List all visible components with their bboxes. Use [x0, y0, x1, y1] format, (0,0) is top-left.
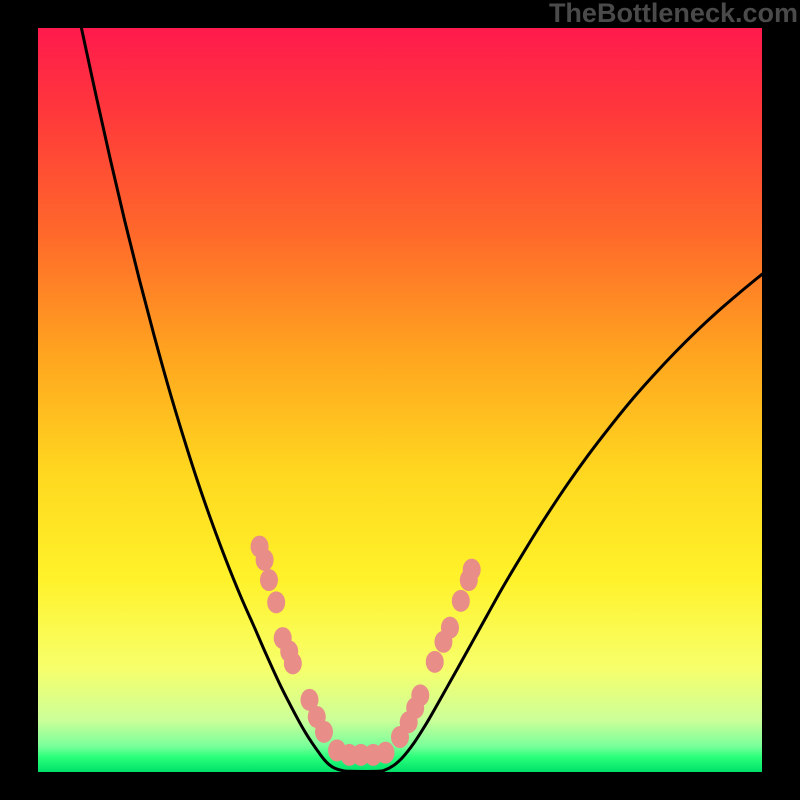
data-point [463, 559, 481, 581]
data-point [452, 590, 470, 612]
chart-root: TheBottleneck.com [0, 0, 800, 800]
bottleneck-curve [81, 28, 762, 771]
data-point [411, 684, 429, 706]
svg-overlay [38, 28, 762, 772]
data-point [284, 652, 302, 674]
data-point [377, 742, 395, 764]
data-point-group [251, 536, 481, 766]
data-point [426, 651, 444, 673]
data-point [256, 549, 274, 571]
data-point [315, 721, 333, 743]
watermark-text: TheBottleneck.com [549, 0, 798, 29]
data-point [260, 569, 278, 591]
data-point [267, 591, 285, 613]
data-point [441, 617, 459, 639]
plot-area [38, 28, 762, 772]
